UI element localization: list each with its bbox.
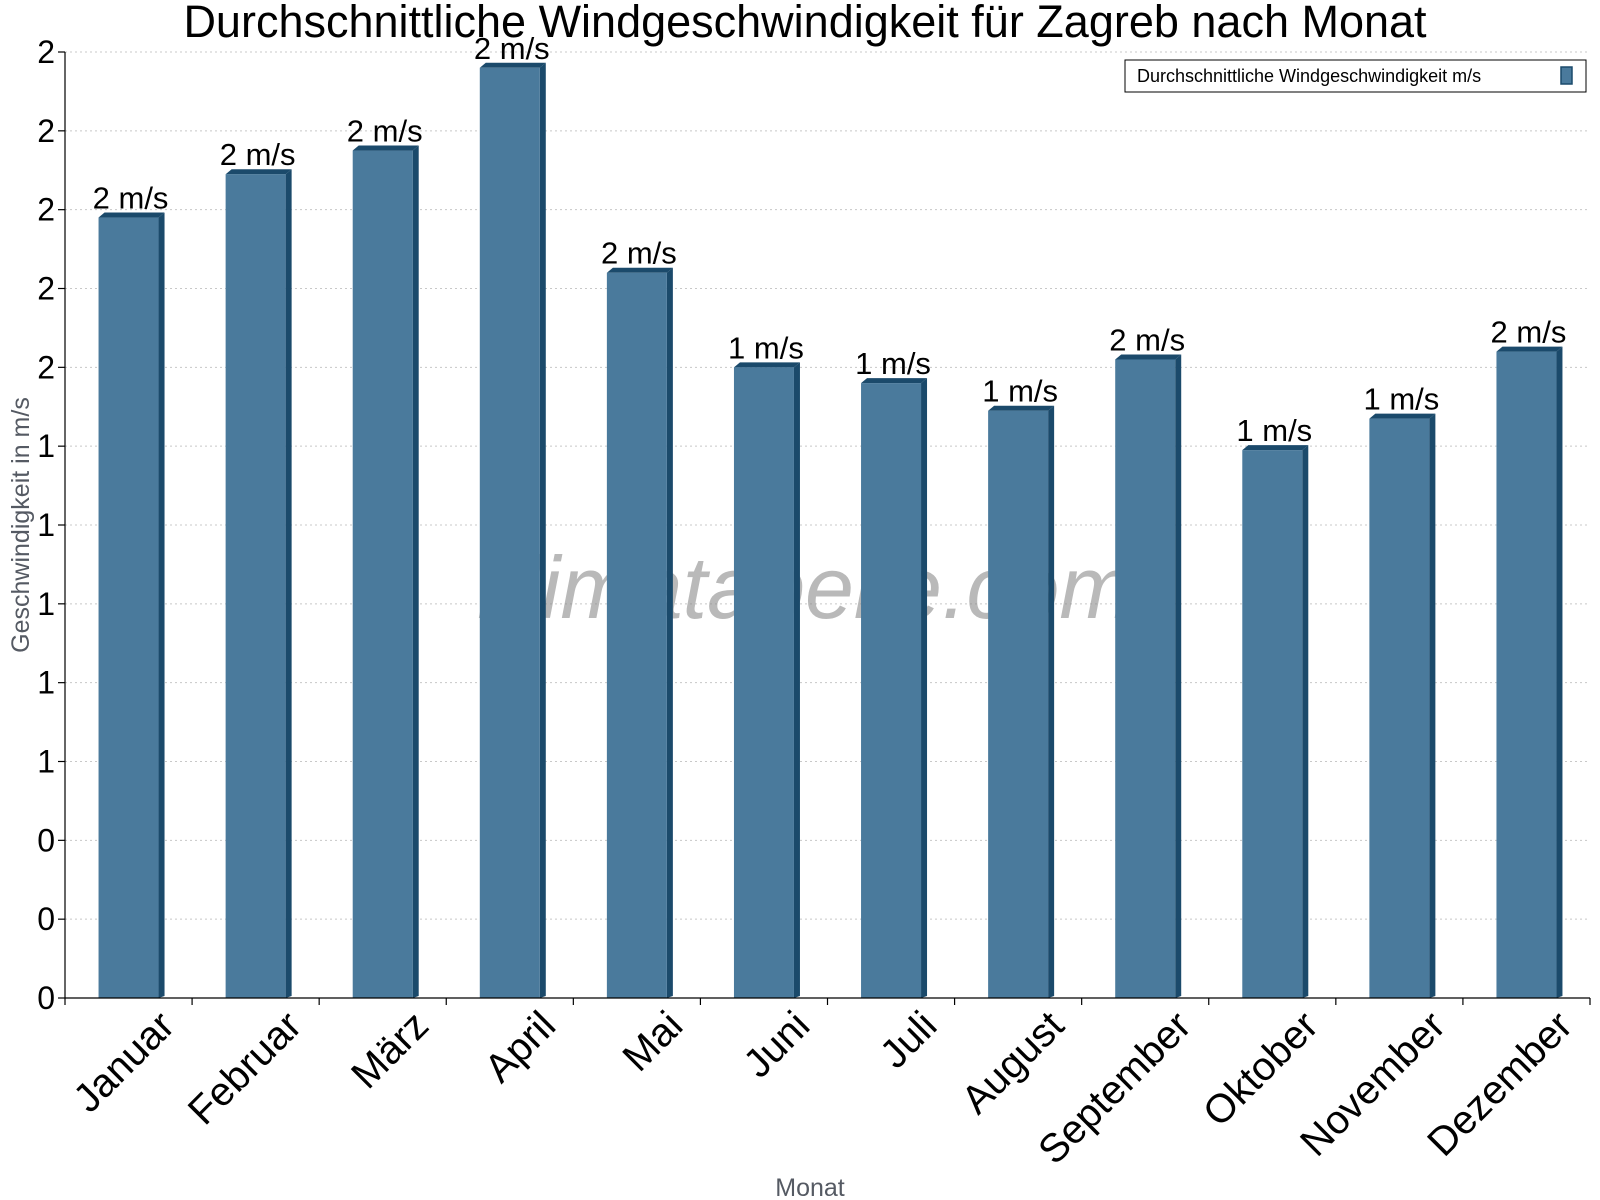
y-tick-label: 0 <box>37 980 55 1016</box>
bar-side <box>1175 354 1182 998</box>
bar-face <box>988 410 1049 999</box>
y-tick-label: 2 <box>37 113 55 149</box>
bar-top <box>352 145 419 151</box>
category-label: Juni <box>735 1003 818 1086</box>
data-label: 1 m/s <box>1363 382 1439 417</box>
y-tick-label: 2 <box>37 349 55 385</box>
bar-face <box>98 217 159 999</box>
legend-swatch <box>1560 66 1573 85</box>
y-tick-label: 0 <box>37 901 55 937</box>
data-label: 2 m/s <box>474 31 550 66</box>
y-tick-label: 1 <box>37 586 55 622</box>
bar-top <box>733 362 800 368</box>
bar-top <box>479 62 546 68</box>
data-label: 2 m/s <box>347 114 423 149</box>
bar <box>1242 445 1309 998</box>
bar-face <box>861 383 922 999</box>
bar-side <box>158 212 165 999</box>
data-label: 2 m/s <box>1109 322 1185 357</box>
bar-top <box>988 405 1055 411</box>
category-label: Juli <box>872 1003 946 1077</box>
legend-box <box>1124 59 1587 93</box>
bar-top <box>225 169 292 175</box>
chart-title: Durchschnittliche Windgeschwindigkeit fü… <box>183 0 1427 47</box>
bar-face <box>479 67 540 999</box>
bar-side <box>285 169 292 999</box>
data-label: 2 m/s <box>93 181 169 216</box>
bar-face <box>1242 450 1303 998</box>
bar-top <box>98 212 165 218</box>
bar-side <box>793 362 800 998</box>
y-tick-label: 2 <box>37 271 55 307</box>
bar-top <box>606 267 673 273</box>
bar-top <box>861 378 928 384</box>
x-axis-ticks <box>64 998 1591 1005</box>
category-label: Oktober <box>1195 1003 1327 1135</box>
data-label: 2 m/s <box>220 137 296 172</box>
bar-side <box>921 378 928 999</box>
bar <box>861 378 928 999</box>
bar-top <box>1369 413 1436 419</box>
bar-side <box>1048 405 1055 999</box>
bar-side <box>1429 413 1436 998</box>
data-labels: 2 m/s 2 m/s 2 m/s 2 m/s 2 m/s 1 m/s 1 m/s 1 m/s… <box>93 31 1567 448</box>
bars <box>98 62 1563 999</box>
y-axis-title: Geschwindigkeit in m/s <box>7 397 35 653</box>
data-label: 1 m/s <box>982 374 1058 409</box>
bar-side <box>412 145 419 998</box>
bar-face <box>1496 351 1557 999</box>
category-label: Januar <box>65 1003 183 1121</box>
y-tick-label: 2 <box>37 192 55 228</box>
y-tick-label: 1 <box>37 507 55 543</box>
bar <box>225 169 292 999</box>
data-label: 1 m/s <box>1236 413 1312 448</box>
bar-side <box>1556 346 1563 999</box>
bar-face <box>225 174 286 999</box>
grid-lines <box>65 51 1590 920</box>
category-label: Mai <box>615 1003 692 1080</box>
bar <box>1496 346 1563 999</box>
y-axis-ticks: 0 0 0 1 1 1 1 1 2 2 2 2 2 <box>37 34 65 1016</box>
bar-face <box>1369 418 1430 998</box>
category-label: Februar <box>180 1003 310 1133</box>
bar-face <box>733 367 794 998</box>
bar-side <box>666 267 673 998</box>
y-tick-label: 2 <box>37 34 55 70</box>
y-tick-label: 0 <box>37 822 55 858</box>
data-label: 2 m/s <box>601 236 677 271</box>
category-label: März <box>343 1003 437 1097</box>
y-tick-label: 1 <box>37 665 55 701</box>
bar-face <box>352 150 413 998</box>
y-tick-label: 1 <box>37 428 55 464</box>
bar-top <box>1242 445 1309 451</box>
bar-face <box>606 272 667 998</box>
bar-side <box>1302 445 1309 998</box>
bar <box>1115 354 1182 998</box>
y-tick-label: 1 <box>37 744 55 780</box>
bar <box>988 405 1055 999</box>
bar <box>479 62 546 999</box>
bar <box>606 267 673 998</box>
data-label: 1 m/s <box>728 330 804 365</box>
legend: Durchschnittliche Windgeschwindigkeit m/… <box>1124 59 1587 93</box>
data-label: 2 m/s <box>1491 315 1567 350</box>
bar <box>1369 413 1436 998</box>
category-label: August <box>953 1003 1072 1122</box>
data-label: 1 m/s <box>855 346 931 381</box>
bar-top <box>1496 346 1563 352</box>
bar <box>98 212 165 999</box>
x-axis-title: Monat <box>775 1174 845 1200</box>
legend-label: Durchschnittliche Windgeschwindigkeit m/… <box>1137 66 1481 86</box>
bar <box>733 362 800 998</box>
bar-top <box>1115 354 1182 360</box>
bar-side <box>539 62 546 999</box>
category-label: April <box>476 1003 564 1091</box>
bar-face <box>1115 359 1176 998</box>
bar <box>352 145 419 998</box>
